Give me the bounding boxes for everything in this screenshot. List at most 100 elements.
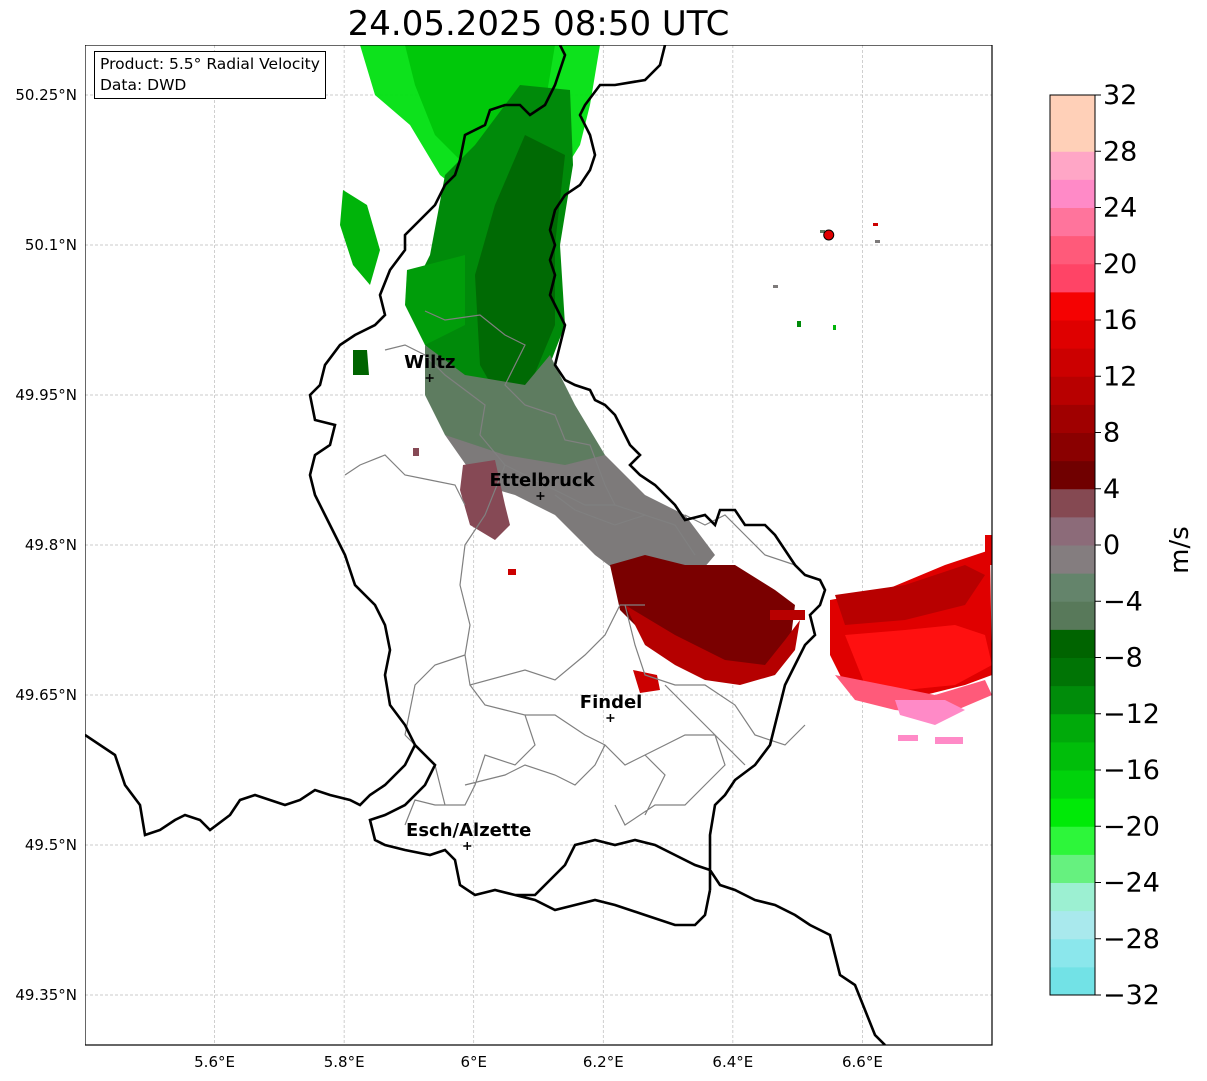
x-tick-label: 5.8°E xyxy=(324,1053,365,1071)
colorbar-tick-label: 16 xyxy=(1103,305,1137,336)
colorbar-swatch xyxy=(1050,741,1095,771)
colorbar-tick-label: −4 xyxy=(1103,586,1143,617)
colorbar-swatch xyxy=(1050,910,1095,940)
colorbar-swatch xyxy=(1050,854,1095,883)
x-tick-label: 6.6°E xyxy=(842,1053,883,1071)
map-title: 24.05.2025 08:50 UTC xyxy=(347,4,730,44)
colorbar-swatch xyxy=(1050,207,1095,237)
colorbar-tick-label: −32 xyxy=(1103,980,1160,1010)
colorbar-swatches xyxy=(1050,95,1095,996)
colorbar-tick-label: 20 xyxy=(1103,249,1137,280)
colorbar-swatch xyxy=(1050,882,1095,912)
echo-east-pink-2 xyxy=(895,700,965,725)
x-tick-label: 6.2°E xyxy=(583,1053,624,1071)
radar-site-marker xyxy=(823,229,835,241)
colorbar-tick-label: −20 xyxy=(1103,811,1160,842)
echo-inbound-dark xyxy=(475,135,565,400)
echo-east-speck-2 xyxy=(935,737,963,744)
colorbar-ticks: −32 −28 −24 −20 −16 −12 −8 −4 0 4 8 12 16 20 24 28 32 xyxy=(1095,80,1160,1010)
colorbar-swatch xyxy=(1050,348,1095,377)
echo-far-speck-3 xyxy=(413,448,419,456)
echo-outbound-small xyxy=(633,670,660,693)
echo-far-speck-4 xyxy=(985,535,992,565)
borders xyxy=(85,45,886,1045)
echo-west-cluster xyxy=(405,255,465,345)
x-tick-label: 5.6°E xyxy=(194,1053,235,1071)
y-tick-label: 49.8°N xyxy=(25,536,77,554)
echo-outbound-dark xyxy=(610,555,795,680)
colorbar-tick-label: −28 xyxy=(1103,924,1160,955)
info-box: Product: 5.5° Radial Velocity Data: DWD xyxy=(94,51,326,99)
colorbar-swatch xyxy=(1050,545,1095,574)
echo-far-speck-2 xyxy=(508,569,516,575)
colorbar-tick-label: 24 xyxy=(1103,193,1137,224)
city-label: Findel xyxy=(580,692,643,713)
city-label: Ettelbruck xyxy=(489,470,595,491)
colorbar: −32 −28 −24 −20 −16 −12 −8 −4 0 4 8 12 16 20 24 28 32 m/… xyxy=(1049,80,1195,1010)
city-wiltz: Wiltz xyxy=(404,352,455,382)
product-label: Product: 5.5° Radial Velocity xyxy=(100,55,320,73)
colorbar-swatch xyxy=(1050,376,1095,405)
canton-borders xyxy=(344,310,806,826)
y-tick-label: 49.65°N xyxy=(15,686,77,704)
colorbar-swatch xyxy=(1050,573,1095,602)
colorbar-swatch xyxy=(1050,320,1095,349)
colorbar-swatch xyxy=(1050,460,1095,490)
colorbar-tick-label: 0 xyxy=(1103,530,1120,561)
echo-east-core xyxy=(845,625,992,690)
echo-east-dark xyxy=(835,565,985,625)
colorbar-swatch xyxy=(1050,516,1095,546)
colorbar-swatch xyxy=(1050,629,1095,658)
colorbar-tick-label: −12 xyxy=(1103,699,1160,730)
y-tick-label: 50.25°N xyxy=(15,86,77,104)
y-tick-label: 49.95°N xyxy=(15,386,77,404)
colorbar-tick-label: 28 xyxy=(1103,136,1137,167)
colorbar-swatch xyxy=(1050,263,1095,293)
y-tick-label: 50.1°N xyxy=(25,236,77,254)
colorbar-swatch xyxy=(1050,432,1095,462)
colorbar-swatch xyxy=(1050,151,1095,180)
echo-far-speck-1 xyxy=(770,610,805,620)
city-findel: Findel xyxy=(580,692,643,722)
colorbar-swatch xyxy=(1050,601,1095,630)
x-tick-label: 6°E xyxy=(460,1053,487,1071)
colorbar-swatch xyxy=(1050,657,1095,687)
national-border-lu-be-de xyxy=(85,45,886,1045)
colorbar-swatch xyxy=(1050,404,1095,433)
colorbar-swatch xyxy=(1050,826,1095,855)
colorbar-swatch xyxy=(1050,235,1095,265)
colorbar-label: m/s xyxy=(1165,526,1195,574)
colorbar-tick-label: −16 xyxy=(1103,755,1160,786)
colorbar-swatch xyxy=(1050,291,1095,321)
y-tick-label: 49.5°N xyxy=(25,836,77,854)
data-source-label: Data: DWD xyxy=(100,76,187,94)
colorbar-swatch xyxy=(1050,123,1095,152)
city-esch-alzette: Esch/Alzette xyxy=(406,820,531,850)
colorbar-tick-label: −8 xyxy=(1103,643,1143,674)
colorbar-tick-label: 8 xyxy=(1103,418,1120,449)
cities: Wiltz Ettelbruck Findel Esch/Alzette xyxy=(404,352,642,850)
x-tick-label: 6.4°E xyxy=(712,1053,753,1071)
colorbar-swatch xyxy=(1050,770,1095,799)
colorbar-swatch xyxy=(1050,938,1095,968)
echo-east-speck-1 xyxy=(898,735,918,741)
colorbar-tick-label: 32 xyxy=(1103,80,1137,111)
echo-west-speck xyxy=(353,350,369,375)
velocity-echoes xyxy=(340,45,992,744)
y-tick-label: 49.35°N xyxy=(15,986,77,1004)
colorbar-swatch xyxy=(1050,798,1095,827)
colorbar-tick-label: 12 xyxy=(1103,361,1137,392)
echo-west-patch xyxy=(340,190,380,285)
city-label: Esch/Alzette xyxy=(406,820,531,841)
colorbar-tick-label: 4 xyxy=(1103,474,1120,505)
colorbar-swatch xyxy=(1050,95,1095,124)
colorbar-swatch xyxy=(1050,685,1095,715)
colorbar-tick-label: −24 xyxy=(1103,868,1160,899)
city-label: Wiltz xyxy=(404,352,455,373)
echo-outbound xyxy=(625,605,800,685)
colorbar-swatch xyxy=(1050,966,1095,996)
city-ettelbruck: Ettelbruck xyxy=(489,470,596,500)
radar-map: Wiltz Ettelbruck Findel Esch/Alzette xyxy=(85,45,993,1046)
colorbar-swatch xyxy=(1050,179,1095,208)
colorbar-swatch xyxy=(1050,713,1095,743)
